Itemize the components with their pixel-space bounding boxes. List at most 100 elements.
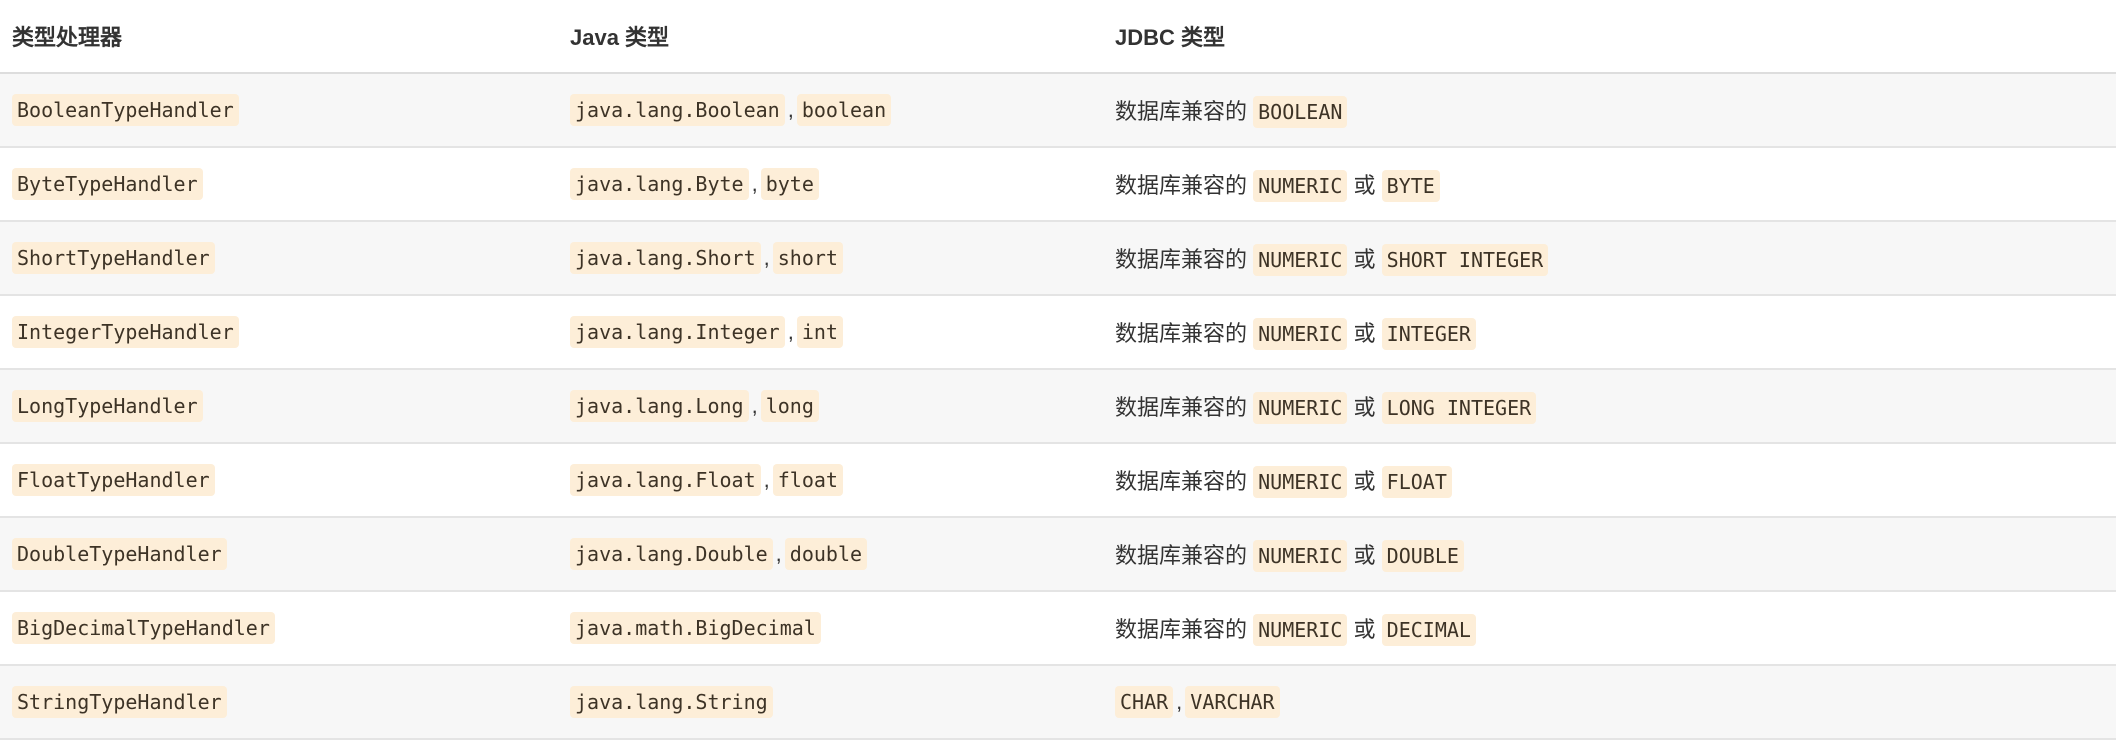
- inline-code: java.lang.Byte: [570, 168, 749, 200]
- inline-code: NUMERIC: [1253, 466, 1348, 498]
- cell-text: 或: [1347, 395, 1382, 420]
- cell-text: 数据库兼容的: [1115, 543, 1254, 568]
- type-handler-cell: StringTypeHandler: [0, 665, 558, 740]
- type-handler-cell: BooleanTypeHandler: [0, 73, 558, 148]
- inline-code: java.lang.Short: [570, 242, 761, 274]
- cell-text: 或: [1347, 469, 1382, 494]
- inline-code: java.lang.Long: [570, 390, 749, 422]
- inline-code: NUMERIC: [1253, 170, 1348, 202]
- cell-text: 或: [1347, 321, 1382, 346]
- inline-code: FLOAT: [1381, 466, 1452, 498]
- inline-code: StringTypeHandler: [12, 686, 227, 718]
- cell-text: 数据库兼容的: [1115, 395, 1254, 420]
- header-jdbc-type: JDBC 类型: [1103, 0, 2116, 74]
- cell-text: 数据库兼容的: [1115, 247, 1254, 272]
- table-row: IntegerTypeHandler java.lang.Integer, int 数…: [0, 295, 2116, 370]
- inline-code: DOUBLE: [1381, 540, 1464, 572]
- cell-text: 或: [1347, 543, 1382, 568]
- header-java-type: Java 类型: [558, 0, 1103, 74]
- jdbc-type-cell: 数据库兼容的 NUMERIC 或 DOUBLE: [1103, 517, 2116, 592]
- jdbc-type-cell: 数据库兼容的 NUMERIC 或 BYTE: [1103, 147, 2116, 222]
- inline-code: BigDecimalTypeHandler: [12, 612, 275, 644]
- type-handler-cell: ByteTypeHandler: [0, 147, 558, 222]
- inline-code: long: [760, 390, 819, 422]
- inline-code: DoubleTypeHandler: [12, 538, 227, 570]
- inline-code: DECIMAL: [1381, 614, 1476, 646]
- cell-text: ,: [787, 97, 794, 122]
- java-type-cell: java.lang.String: [558, 665, 1103, 740]
- inline-code: NUMERIC: [1253, 244, 1348, 276]
- java-type-cell: java.lang.Long, long: [558, 369, 1103, 444]
- jdbc-type-cell: CHAR, VARCHAR: [1103, 665, 2116, 740]
- type-handler-cell: IntegerTypeHandler: [0, 295, 558, 370]
- inline-code: ShortTypeHandler: [12, 242, 215, 274]
- cell-text: ,: [763, 467, 770, 492]
- table-body: BooleanTypeHandler java.lang.Boolean, bool…: [0, 73, 2116, 740]
- cell-text: ,: [787, 319, 794, 344]
- type-handler-cell: LongTypeHandler: [0, 369, 558, 444]
- inline-code: java.math.BigDecimal: [570, 612, 821, 644]
- inline-code: float: [772, 464, 843, 496]
- table-header: 类型处理器 Java 类型 JDBC 类型: [0, 0, 2116, 74]
- type-handler-cell: ShortTypeHandler: [0, 221, 558, 296]
- cell-text: 数据库兼容的: [1115, 469, 1254, 494]
- java-type-cell: java.lang.Double, double: [558, 517, 1103, 592]
- jdbc-type-cell: 数据库兼容的 NUMERIC 或 SHORT INTEGER: [1103, 221, 2116, 296]
- inline-code: java.lang.Boolean: [570, 94, 785, 126]
- header-row: 类型处理器 Java 类型 JDBC 类型: [0, 0, 2116, 74]
- inline-code: VARCHAR: [1185, 686, 1280, 718]
- table-row: FloatTypeHandler java.lang.Float, float 数据库…: [0, 443, 2116, 518]
- jdbc-type-cell: 数据库兼容的 NUMERIC 或 DECIMAL: [1103, 591, 2116, 666]
- cell-text: ,: [763, 245, 770, 270]
- table-row: DoubleTypeHandler java.lang.Double, double…: [0, 517, 2116, 592]
- inline-code: java.lang.String: [570, 686, 773, 718]
- inline-code: FloatTypeHandler: [12, 464, 215, 496]
- type-handler-cell: FloatTypeHandler: [0, 443, 558, 518]
- inline-code: int: [796, 316, 843, 348]
- cell-text: 或: [1347, 173, 1382, 198]
- jdbc-type-cell: 数据库兼容的 NUMERIC 或 INTEGER: [1103, 295, 2116, 370]
- inline-code: java.lang.Double: [570, 538, 773, 570]
- cell-text: ,: [751, 171, 758, 196]
- inline-code: BOOLEAN: [1253, 96, 1348, 128]
- cell-text: ,: [1176, 689, 1183, 714]
- inline-code: LongTypeHandler: [12, 390, 203, 422]
- jdbc-type-cell: 数据库兼容的 BOOLEAN: [1103, 73, 2116, 148]
- table-row: BigDecimalTypeHandler java.math.BigDecima…: [0, 591, 2116, 666]
- cell-text: 或: [1347, 247, 1382, 272]
- cell-text: 数据库兼容的: [1115, 321, 1254, 346]
- cell-text: 数据库兼容的: [1115, 617, 1254, 642]
- inline-code: BYTE: [1381, 170, 1440, 202]
- cell-text: 或: [1347, 617, 1382, 642]
- type-handler-cell: BigDecimalTypeHandler: [0, 591, 558, 666]
- inline-code: SHORT INTEGER: [1381, 244, 1549, 276]
- inline-code: java.lang.Integer: [570, 316, 785, 348]
- header-type-handler: 类型处理器: [0, 0, 558, 74]
- java-type-cell: java.math.BigDecimal: [558, 591, 1103, 666]
- cell-text: 数据库兼容的: [1115, 99, 1254, 124]
- jdbc-type-cell: 数据库兼容的 NUMERIC 或 FLOAT: [1103, 443, 2116, 518]
- inline-code: BooleanTypeHandler: [12, 94, 239, 126]
- inline-code: byte: [760, 168, 819, 200]
- inline-code: IntegerTypeHandler: [12, 316, 239, 348]
- table-row: LongTypeHandler java.lang.Long, long 数据库兼容的…: [0, 369, 2116, 444]
- table-row: ShortTypeHandler java.lang.Short, short 数据库…: [0, 221, 2116, 296]
- table-row: BooleanTypeHandler java.lang.Boolean, bool…: [0, 73, 2116, 148]
- inline-code: NUMERIC: [1253, 540, 1348, 572]
- inline-code: double: [784, 538, 868, 570]
- inline-code: LONG INTEGER: [1381, 392, 1537, 424]
- java-type-cell: java.lang.Float, float: [558, 443, 1103, 518]
- inline-code: ByteTypeHandler: [12, 168, 203, 200]
- cell-text: ,: [751, 393, 758, 418]
- inline-code: boolean: [796, 94, 892, 126]
- inline-code: CHAR: [1115, 686, 1174, 718]
- jdbc-type-cell: 数据库兼容的 NUMERIC 或 LONG INTEGER: [1103, 369, 2116, 444]
- inline-code: short: [772, 242, 843, 274]
- inline-code: INTEGER: [1381, 318, 1476, 350]
- inline-code: NUMERIC: [1253, 614, 1348, 646]
- cell-text: ,: [775, 541, 782, 566]
- java-type-cell: java.lang.Integer, int: [558, 295, 1103, 370]
- java-type-cell: java.lang.Boolean, boolean: [558, 73, 1103, 148]
- type-handler-cell: DoubleTypeHandler: [0, 517, 558, 592]
